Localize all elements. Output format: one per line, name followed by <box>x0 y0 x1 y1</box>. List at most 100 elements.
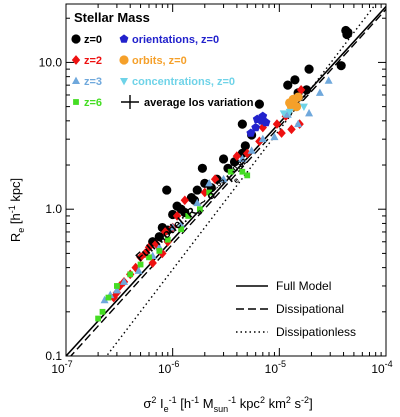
point-z-6 <box>127 271 134 278</box>
x-tick-label: 10-5 <box>265 359 286 376</box>
legend-marker-z-3 <box>72 76 80 84</box>
legend-marker-z-6 <box>73 99 79 105</box>
point-z-2 <box>296 85 306 95</box>
line-legend: Full Model Dissipational Dissipationless <box>236 279 356 339</box>
point-z-3 <box>177 220 186 229</box>
point-z-2 <box>272 119 282 129</box>
point-z-2 <box>232 151 242 161</box>
line-legend-full-model-line-label: Full Model <box>276 279 331 293</box>
point-z-0 <box>254 99 264 109</box>
y-axis-label: Re [h-1 kpc] <box>7 178 26 242</box>
point-z-2 <box>158 248 167 259</box>
point-z-3 <box>324 76 333 84</box>
point-z-3 <box>238 154 247 162</box>
y-tick-label: 10.0 <box>39 55 63 69</box>
point-z-3 <box>305 108 314 117</box>
legend-label-concentrations-z-0: concentrations, z=0 <box>132 76 235 88</box>
point-z-3 <box>270 132 279 141</box>
point-z-2 <box>277 128 286 138</box>
point-z-6 <box>164 236 171 243</box>
legend-label-z-6: z=6 <box>84 97 102 109</box>
legend-label-average-los-variation: average los variation <box>144 97 254 109</box>
point-z-0 <box>186 192 197 203</box>
legend-label-z-3: z=3 <box>84 76 102 88</box>
full-model-annotation: Full Model: Re ~ σ1.55 Ie-0.82 <box>132 156 255 266</box>
point-z-6 <box>206 189 213 196</box>
x-axis-label: σ2 Ie-1 [h-1 Msun-1 kpc2 km2 s-2] <box>143 395 312 414</box>
point-z-2 <box>210 174 220 185</box>
point-z-3 <box>134 266 143 274</box>
point-z-6 <box>95 315 101 322</box>
legend-label-orientations-z-0: orientations, z=0 <box>132 34 219 46</box>
series-orbits-z-0 <box>285 92 303 112</box>
point-z-2 <box>172 211 182 221</box>
series-z-6 <box>95 168 251 322</box>
line-legend-dissipationless-line-label: Dissipationless <box>276 325 356 339</box>
point-z-2 <box>287 124 296 135</box>
point-concentrations-z-0 <box>279 110 288 118</box>
legend-marker-orbits-z-0 <box>119 55 129 65</box>
point-z-6 <box>178 226 185 233</box>
legend-marker-z-2 <box>71 55 81 65</box>
point-z-6 <box>244 172 251 179</box>
point-z-3 <box>168 223 177 231</box>
point-z-0 <box>197 163 208 173</box>
marker-legend: z=0 orientations, z=0 z=2 orbits, z=0 z=3 con… <box>71 34 254 109</box>
legend-label-z-2: z=2 <box>84 55 102 67</box>
point-z-6 <box>227 168 234 175</box>
legend-marker-concentrations-z-0 <box>120 78 128 86</box>
point-z-6 <box>197 206 203 213</box>
point-orientations-z-0 <box>251 122 261 132</box>
point-concentrations-z-0 <box>299 103 308 112</box>
point-z-2 <box>180 195 190 206</box>
legend-label-orbits-z-0: orbits, z=0 <box>132 55 187 67</box>
point-z-2 <box>160 227 170 237</box>
point-z-0 <box>172 201 182 211</box>
point-z-2 <box>136 252 145 263</box>
y-tick-label: 1.0 <box>45 202 62 216</box>
point-z-6 <box>137 261 144 268</box>
point-z-6 <box>114 283 120 289</box>
point-z-3 <box>294 119 303 128</box>
legend-title: Stellar Mass <box>74 10 150 25</box>
point-z-0 <box>192 185 202 195</box>
x-tick-label: 10-6 <box>158 359 179 376</box>
point-orientations-z-0 <box>258 111 268 120</box>
point-z-3 <box>112 285 121 294</box>
dissipational-line <box>69 8 386 356</box>
x-tick-label: 10-7 <box>51 359 72 376</box>
point-z-0 <box>162 185 172 195</box>
point-z-0 <box>301 85 312 95</box>
point-z-6 <box>99 308 106 315</box>
point-z-3 <box>219 174 228 183</box>
point-z-0 <box>240 141 250 151</box>
legend-marker-average-los-variation <box>121 95 139 109</box>
point-z-3 <box>193 198 202 207</box>
plot-area <box>66 4 386 356</box>
point-z-6 <box>156 248 163 254</box>
point-z-2 <box>144 242 154 253</box>
point-orientations-z-0 <box>246 128 256 137</box>
plot-frame <box>65 3 387 357</box>
y-tick-label: 0.1 <box>45 349 62 363</box>
legend-marker-z-0 <box>71 34 81 44</box>
series-z-0 <box>148 25 353 247</box>
point-z-0 <box>154 232 164 242</box>
point-z-3 <box>315 88 324 96</box>
legend-marker-orientations-z-0 <box>119 34 129 43</box>
point-z-3 <box>100 295 109 304</box>
point-z-6 <box>146 254 152 261</box>
point-z-0 <box>283 80 293 90</box>
point-z-0 <box>237 119 247 129</box>
point-z-0 <box>218 154 229 164</box>
x-tick-label: 10-4 <box>371 359 392 376</box>
point-z-6 <box>105 294 112 301</box>
point-orbits-z-0 <box>293 92 303 102</box>
point-concentrations-z-0 <box>285 108 294 117</box>
point-z-0 <box>290 75 300 85</box>
point-z-0 <box>336 61 346 71</box>
point-z-3 <box>258 134 267 143</box>
point-z-3 <box>205 178 214 187</box>
series-concentrations-z-0 <box>279 103 308 118</box>
